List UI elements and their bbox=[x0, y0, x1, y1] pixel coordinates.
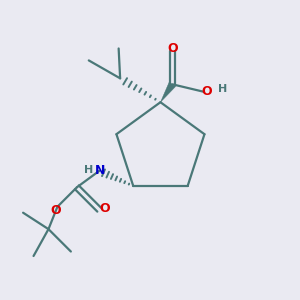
Text: O: O bbox=[51, 204, 61, 217]
Text: O: O bbox=[167, 42, 178, 55]
Text: H: H bbox=[84, 165, 93, 175]
Polygon shape bbox=[160, 82, 175, 102]
Text: N: N bbox=[95, 164, 105, 177]
Text: H: H bbox=[218, 84, 227, 94]
Text: O: O bbox=[99, 202, 110, 215]
Text: O: O bbox=[201, 85, 212, 98]
